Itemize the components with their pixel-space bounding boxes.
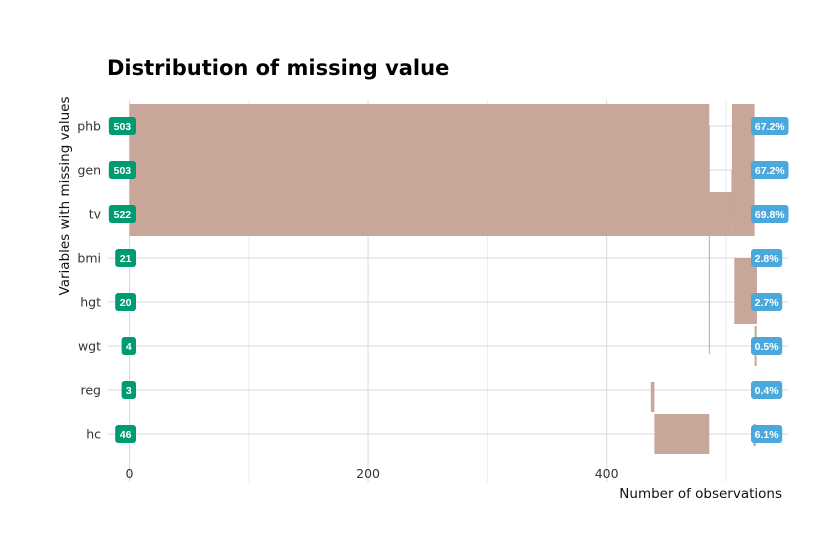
x-axis-title: Number of observations xyxy=(619,486,782,502)
bar-layer xyxy=(129,104,757,454)
badge-layer: 503 503 522 21 20 4 3 46 67.2% 67.2% 69.8% 2.8% 2.7%… xyxy=(108,117,789,443)
percent-badge-reg xyxy=(751,381,783,399)
percent-badge-gen xyxy=(751,161,789,179)
cumulative-bar-bmi-hgt xyxy=(734,258,757,324)
percent-badge-tv xyxy=(751,205,789,223)
x-tick-label: 200 xyxy=(356,466,380,481)
percent-badge-phb xyxy=(751,117,789,135)
y-tick-label-wgt: wgt xyxy=(78,339,101,354)
count-badge-bmi xyxy=(115,249,136,267)
count-label-wgt: 4 xyxy=(126,341,132,353)
percent-label-gen: 67.2% xyxy=(755,165,785,177)
y-tick-label-gen: gen xyxy=(77,163,101,178)
count-badge-gen xyxy=(108,161,136,179)
x-tick-label: 400 xyxy=(595,466,619,481)
x-tick-label: 0 xyxy=(125,466,133,481)
chart-title: Distribution of missing value xyxy=(107,56,449,80)
percent-badge-wgt xyxy=(751,337,783,355)
percent-label-phb: 67.2% xyxy=(755,121,785,133)
count-label-hgt: 20 xyxy=(120,297,132,309)
cumulative-bar-phb-tv xyxy=(731,104,755,236)
count-label-gen: 503 xyxy=(114,165,132,177)
count-badge-hc xyxy=(115,425,136,443)
y-tick-label-phb: phb xyxy=(77,119,101,134)
percent-label-tv: 69.8% xyxy=(755,209,785,221)
count-label-tv: 522 xyxy=(114,209,132,221)
y-tick-label-bmi: bmi xyxy=(77,251,101,266)
pareto-bar-hc xyxy=(654,414,710,454)
count-label-phb: 503 xyxy=(114,121,132,133)
count-badge-reg xyxy=(121,381,136,399)
count-badge-hgt xyxy=(115,293,136,311)
count-label-reg: 3 xyxy=(126,385,132,397)
count-badge-phb xyxy=(108,117,136,135)
y-tick-label-hgt: hgt xyxy=(80,295,101,310)
percent-label-reg: 0.4% xyxy=(755,385,780,397)
count-badge-wgt xyxy=(121,337,136,355)
percent-label-bmi: 2.8% xyxy=(755,253,780,265)
y-tick-label-reg: reg xyxy=(81,383,102,398)
pareto-bar-phb xyxy=(129,104,710,193)
pareto-bar-tv xyxy=(129,192,732,236)
count-label-hc: 46 xyxy=(120,429,132,441)
percent-badge-hc xyxy=(751,425,783,443)
percent-badge-hgt xyxy=(751,293,783,311)
y-axis-title: Variables with missing values xyxy=(57,97,73,296)
y-tick-label-tv: tv xyxy=(89,207,102,222)
percent-label-hgt: 2.7% xyxy=(755,297,780,309)
percent-label-hc: 6.1% xyxy=(755,429,780,441)
pareto-bar-reg xyxy=(650,382,655,412)
percent-label-wgt: 0.5% xyxy=(755,341,780,353)
tick-layer: phb gen tv bmi hgt wgt reg hc 0 200 400 xyxy=(77,119,618,482)
percent-badge-bmi xyxy=(751,249,783,267)
count-label-bmi: 21 xyxy=(120,253,132,265)
count-badge-tv xyxy=(108,205,136,223)
y-tick-label-hc: hc xyxy=(86,427,101,442)
